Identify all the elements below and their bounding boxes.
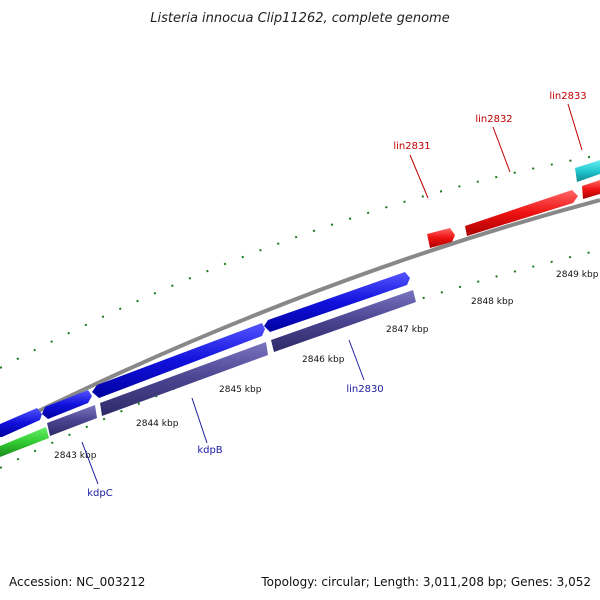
map-title: Listeria innocua Clip11262, complete gen… [150, 11, 449, 26]
kbp-label: 2847 kbp [386, 325, 429, 335]
gene-bar-green [0, 427, 49, 457]
gene-label-kdpC: kdpC [87, 488, 112, 499]
leader-kdpB [191, 397, 208, 444]
kbp-label: 2845 kbp [219, 385, 262, 395]
gene-arrow-kdpC [0, 408, 42, 437]
gene-bar-slate-1 [47, 405, 97, 436]
reverse-features [0, 272, 416, 457]
gene-label-kdpB: kdpB [197, 445, 222, 456]
leader-lin2830 [348, 339, 365, 381]
tick-row-outer [0, 154, 600, 369]
gene-arrow-kdpB [92, 323, 265, 398]
kbp-labels: 2843 kbp 2844 kbp 2845 kbp 2846 kbp 2847… [54, 270, 599, 461]
kbp-label: 2846 kbp [302, 355, 345, 365]
kbp-label: 2848 kbp [471, 297, 514, 307]
gene-label-lin2831: lin2831 [393, 141, 430, 152]
kbp-label: 2849 kbp [556, 270, 599, 280]
gene-arrow-lin2833-red [582, 180, 600, 199]
kbp-label: 2843 kbp [54, 451, 97, 461]
leader-lines [81, 103, 583, 485]
gene-arrow-lin2832 [465, 190, 578, 236]
leader-lin2831 [409, 154, 429, 199]
gene-arrow-lin2830 [264, 272, 410, 332]
accession-label: Accession: NC_003212 [9, 575, 145, 589]
leader-kdpC [81, 441, 99, 485]
gene-arrow-kdpC-part2 [42, 390, 92, 419]
tick-row-inner [0, 249, 600, 469]
gene-label-lin2832: lin2832 [475, 114, 512, 125]
kbp-label: 2844 kbp [136, 419, 179, 429]
genome-summary: Topology: circular; Length: 3,011,208 bp… [260, 575, 591, 589]
gene-arrow-lin2833-cyan [575, 160, 600, 182]
genome-backbone [0, 198, 600, 432]
gene-label-lin2833: lin2833 [549, 91, 586, 102]
gene-labels: kdpC kdpB lin2830 lin2831 lin2832 lin283… [87, 91, 586, 499]
leader-lin2832 [492, 126, 511, 173]
gene-label-lin2830: lin2830 [346, 384, 383, 395]
gene-bar-slate-3 [271, 290, 416, 352]
tick-marks [0, 154, 600, 469]
gene-bar-slate-2 [100, 342, 268, 416]
forward-features [427, 160, 600, 248]
leader-lin2833 [567, 103, 583, 151]
